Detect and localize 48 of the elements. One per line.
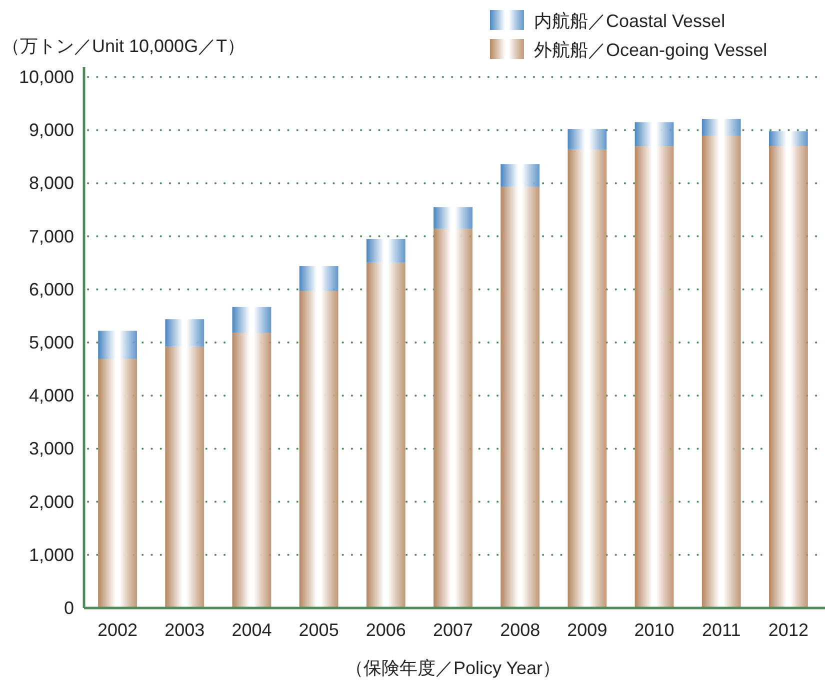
x-tick-label: 2003	[164, 620, 205, 640]
x-tick-label: 2006	[366, 620, 406, 640]
x-tick-label: 2010	[634, 620, 674, 640]
y-axis-title: （万トン／Unit 10,000G／T）	[2, 36, 246, 56]
bar	[769, 146, 808, 608]
bar	[702, 118, 741, 136]
bar	[366, 262, 406, 608]
bar	[232, 332, 272, 608]
legend-label: 内航船／Coastal Vessel	[534, 11, 726, 31]
bar	[232, 306, 272, 333]
bar	[568, 129, 607, 150]
x-tick-label: 2009	[567, 620, 608, 640]
x-tick-label: 2011	[702, 620, 741, 640]
x-tick-label: 2004	[232, 620, 272, 640]
bar	[568, 150, 607, 608]
y-tick-label: 0	[64, 598, 74, 618]
y-tick-label: 3,000	[28, 438, 74, 459]
bar	[98, 358, 137, 608]
bar	[434, 228, 472, 608]
x-tick-label: 2007	[432, 620, 474, 640]
bar	[634, 122, 674, 146]
x-tick-label: 2012	[768, 620, 808, 640]
y-tick-label: 9,000	[28, 120, 74, 140]
y-tick-label: 2,000	[28, 492, 74, 512]
bar	[500, 186, 540, 608]
y-tick-label: 10,000	[18, 67, 74, 87]
y-tick-label: 1,000	[28, 544, 74, 565]
bar	[299, 266, 338, 291]
y-tick-label: 5,000	[28, 332, 74, 352]
bar	[702, 136, 741, 608]
bar	[98, 330, 137, 359]
x-axis-title: （保険年度／Policy Year）	[345, 658, 561, 678]
legend-label: 外航船／Ocean-going Vessel	[534, 40, 768, 60]
bar	[299, 290, 338, 608]
bar	[165, 319, 204, 347]
y-tick-label: 4,000	[28, 386, 74, 406]
bar	[434, 207, 472, 229]
x-tick-label: 2008	[500, 620, 540, 640]
bar	[769, 131, 808, 146]
bar	[366, 238, 406, 263]
x-tick-label: 2005	[298, 620, 339, 640]
y-tick-label: 8,000	[28, 173, 74, 194]
x-tick-label: 2002	[98, 620, 138, 640]
bar	[634, 146, 674, 608]
y-tick-label: 7,000	[28, 226, 74, 246]
y-tick-label: 6,000	[28, 279, 74, 300]
bar	[500, 164, 540, 187]
bar	[165, 346, 204, 608]
